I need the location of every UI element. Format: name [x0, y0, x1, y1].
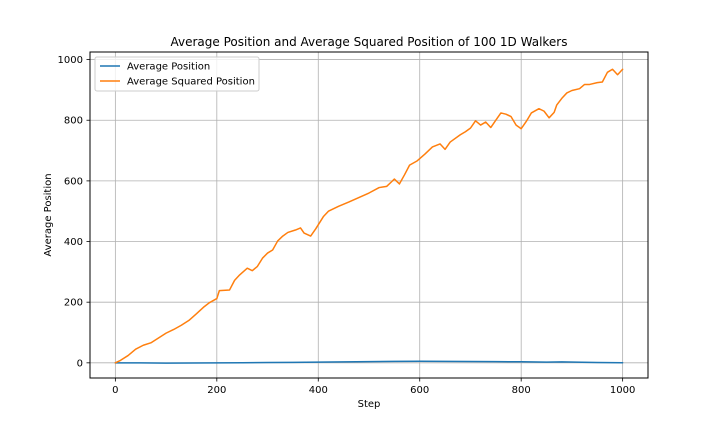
plot-frame [89, 51, 649, 379]
x-tick-label-1000: 1000 [610, 385, 635, 396]
x-tick-label-600: 600 [410, 385, 429, 396]
y-tick-label-1000: 1000 [58, 55, 83, 66]
x-tick-label-0: 0 [112, 385, 118, 396]
y-tick-label-800: 800 [64, 116, 83, 127]
y-tick-label-200: 200 [64, 298, 83, 309]
y-tick-label-0: 0 [77, 358, 83, 369]
grid [90, 52, 648, 378]
legend-label-average-position: Average Position [127, 62, 210, 73]
legend: Average Position Average Squared Positio… [94, 56, 260, 92]
legend-box [94, 56, 260, 92]
series-line-average-position [114, 360, 624, 364]
series-line-average-squared-position [114, 68, 624, 364]
y-tick-label-600: 600 [64, 176, 83, 187]
axis-ticks: 0 200 400 600 800 1000 0 200 400 600 800 1000 [58, 55, 636, 396]
x-tick-label-800: 800 [512, 385, 531, 396]
y-tick-label-400: 400 [64, 237, 83, 248]
legend-label-average-squared-position: Average Squared Position [127, 77, 255, 88]
x-tick-label-200: 200 [207, 385, 226, 396]
x-axis-label: Step [358, 399, 381, 410]
series-lines [114, 68, 624, 364]
chart-title: Average Position and Average Squared Pos… [171, 35, 568, 49]
x-tick-label-400: 400 [309, 385, 328, 396]
y-axis-label: Average Position [43, 173, 54, 256]
